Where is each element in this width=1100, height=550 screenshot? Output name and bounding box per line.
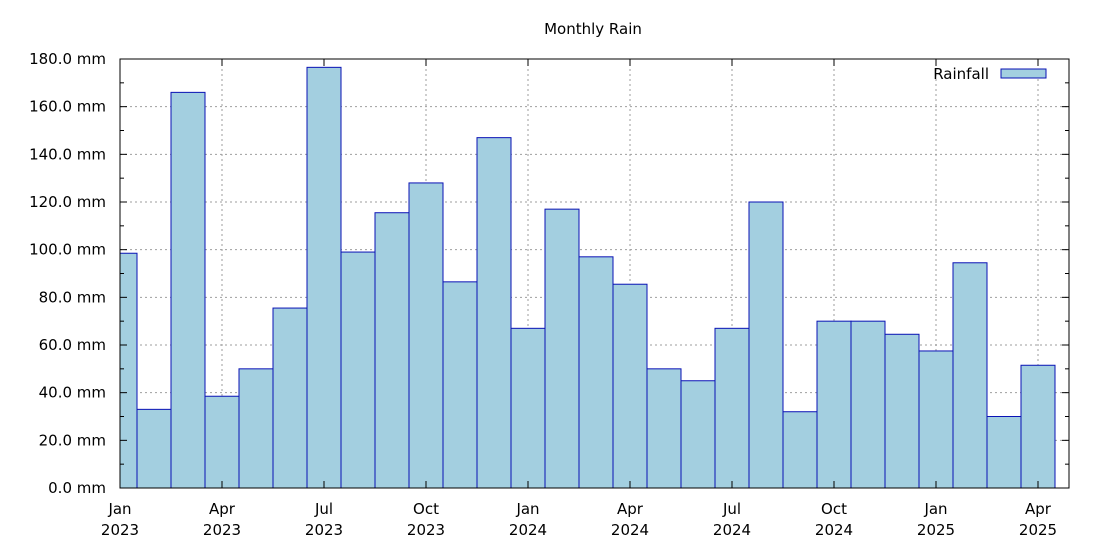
bar-2024-02 bbox=[544, 208, 580, 489]
bar-2024-08 bbox=[748, 201, 784, 489]
x-tick-label-year: 2023 bbox=[407, 521, 445, 539]
bar-2024-12 bbox=[884, 333, 920, 489]
x-axis: Jan 2023 Apr 2023 Jul 2023 Oct 2023 Jan 2024 Apr 20… bbox=[101, 59, 1057, 539]
y-tick-label: 180.0 mm bbox=[29, 50, 106, 68]
bar-2025-02 bbox=[952, 262, 988, 489]
bars bbox=[119, 66, 1056, 489]
bar-2023-07 bbox=[306, 66, 342, 489]
y-tick-label: 140.0 mm bbox=[29, 145, 106, 163]
x-tick-label-month: Oct bbox=[413, 500, 439, 518]
x-tick-label-year: 2024 bbox=[509, 521, 547, 539]
x-tick-label-year: 2024 bbox=[713, 521, 751, 539]
x-tick-label-year: 2023 bbox=[203, 521, 241, 539]
y-tick-label: 160.0 mm bbox=[29, 98, 106, 116]
bar-2023-05 bbox=[238, 368, 274, 489]
bar-2024-06 bbox=[680, 380, 716, 489]
bar-2023-06 bbox=[272, 307, 308, 489]
x-tick-label-month: Apr bbox=[209, 500, 236, 518]
x-tick-label-month: Jul bbox=[722, 500, 741, 518]
x-tick-label-month: Jan bbox=[515, 500, 539, 518]
bar-2023-08 bbox=[340, 251, 376, 489]
x-tick-label-year: 2025 bbox=[917, 521, 955, 539]
bar-2024-01 bbox=[510, 327, 546, 489]
bar-2024-05 bbox=[646, 368, 682, 489]
x-tick-label-month: Apr bbox=[1025, 500, 1052, 518]
y-tick-label: 40.0 mm bbox=[39, 384, 106, 402]
x-tick-label-year: 2023 bbox=[101, 521, 139, 539]
x-tick-label-month: Apr bbox=[617, 500, 644, 518]
x-tick-label-month: Jul bbox=[314, 500, 333, 518]
x-tick-label-month: Jan bbox=[107, 500, 131, 518]
bar-2025-04 bbox=[1020, 364, 1056, 489]
legend: Rainfall bbox=[933, 65, 1047, 83]
bar-2025-01 bbox=[918, 350, 954, 489]
bar-2024-04 bbox=[612, 283, 648, 489]
legend-label-rainfall: Rainfall bbox=[933, 65, 989, 83]
y-tick-label: 0.0 mm bbox=[48, 479, 106, 497]
y-tick-label: 80.0 mm bbox=[39, 288, 106, 306]
bar-2023-11 bbox=[442, 281, 478, 489]
bar-2023-03 bbox=[170, 91, 206, 489]
chart-title: Monthly Rain bbox=[544, 20, 642, 38]
bar-2024-11 bbox=[850, 320, 886, 489]
bar-2024-10 bbox=[816, 320, 852, 489]
x-tick-label-year: 2023 bbox=[305, 521, 343, 539]
bar-2023-12 bbox=[476, 137, 512, 489]
y-axis: 0.0 mm 20.0 mm 40.0 mm 60.0 mm 80.0 mm 100.0 … bbox=[29, 50, 1069, 497]
bar-2023-01 bbox=[119, 252, 138, 489]
x-tick-label-month: Oct bbox=[821, 500, 847, 518]
y-tick-label: 20.0 mm bbox=[39, 431, 106, 449]
bar-2023-02 bbox=[136, 408, 172, 489]
x-tick-label-year: 2024 bbox=[815, 521, 853, 539]
y-tick-label: 60.0 mm bbox=[39, 336, 106, 354]
bar-2023-04 bbox=[204, 395, 240, 489]
bar-2023-10 bbox=[408, 182, 444, 489]
bar-2024-07 bbox=[714, 327, 750, 489]
bar-2023-09 bbox=[374, 212, 410, 489]
x-tick-label-year: 2025 bbox=[1019, 521, 1057, 539]
bar-2024-03 bbox=[578, 256, 614, 489]
x-tick-label-year: 2024 bbox=[611, 521, 649, 539]
legend-swatch-rainfall bbox=[1000, 68, 1047, 79]
y-tick-label: 120.0 mm bbox=[29, 193, 106, 211]
x-tick-label-month: Jan bbox=[923, 500, 947, 518]
y-tick-label: 100.0 mm bbox=[29, 241, 106, 259]
bar-2024-09 bbox=[782, 411, 818, 489]
bar-2025-03 bbox=[986, 416, 1022, 489]
